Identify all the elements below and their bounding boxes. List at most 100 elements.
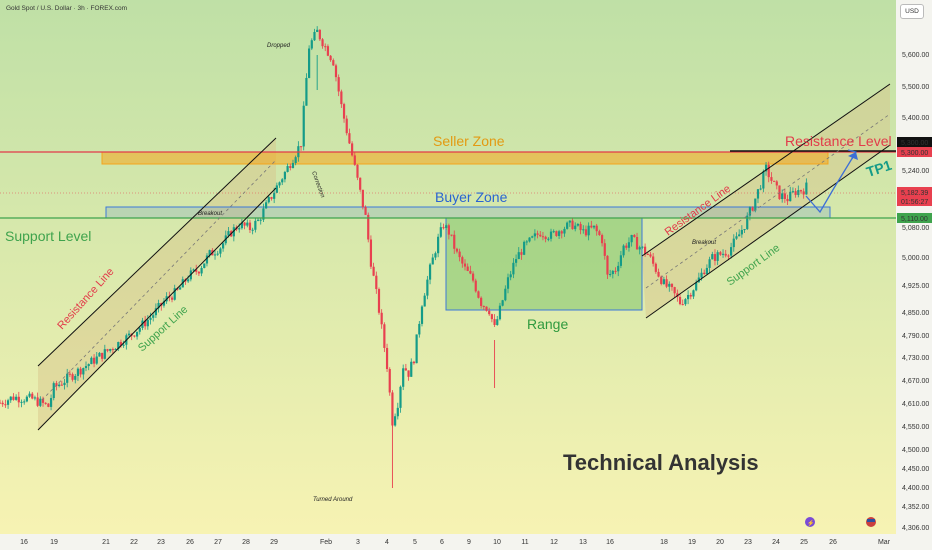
candle-body	[716, 252, 719, 261]
candle-body	[512, 262, 515, 275]
candle-body	[445, 225, 448, 228]
candle-body	[394, 416, 397, 426]
candle-body	[47, 403, 50, 407]
seller-zone-label: Seller Zone	[433, 133, 505, 149]
candle-body	[509, 274, 512, 278]
candle-body	[122, 344, 125, 346]
y-tick-label: 5,080.00	[902, 225, 929, 232]
candle-body	[87, 364, 90, 367]
candle-body	[649, 254, 652, 257]
candle-body	[574, 225, 577, 230]
candle-body	[738, 234, 741, 237]
lightning-icon[interactable]	[805, 517, 815, 527]
candle-body	[773, 180, 776, 182]
candle-body	[689, 294, 692, 297]
candle-body	[383, 324, 386, 348]
candle-body	[676, 293, 679, 297]
candle-body	[703, 272, 706, 275]
candle-body	[646, 254, 649, 256]
candle-body	[783, 193, 786, 199]
candle-body	[619, 255, 622, 266]
candle-body	[41, 398, 45, 403]
current-price-tag-bg	[897, 187, 932, 206]
candle-body	[79, 368, 82, 375]
candle-body	[281, 179, 284, 183]
candle-body	[262, 208, 265, 220]
candle-body	[187, 279, 190, 282]
candle-body	[308, 48, 311, 78]
x-tick-label: 12	[550, 539, 558, 546]
candle-body	[764, 164, 768, 172]
resistance-dup-tag-bg	[897, 147, 932, 157]
candle-body	[517, 252, 520, 260]
x-tick-label: 10	[493, 539, 501, 546]
candle-body	[415, 334, 418, 364]
candle-body	[520, 252, 523, 255]
candle-body	[678, 296, 682, 305]
candle-body	[531, 236, 534, 238]
flag-icon-stripe	[867, 519, 875, 522]
candle-body	[450, 234, 453, 236]
x-tick-label: 16	[20, 539, 28, 546]
currency-button[interactable]: USD	[900, 4, 924, 19]
candle-body	[571, 220, 574, 230]
x-tick-label: 4	[385, 539, 389, 546]
candle-body	[762, 171, 765, 189]
candle-body	[195, 269, 198, 272]
candle-body	[566, 222, 569, 229]
candle-body	[695, 282, 698, 291]
candle-body	[340, 91, 343, 105]
candle-body	[732, 238, 735, 248]
tp1-label: TP1	[864, 157, 894, 180]
candle-body	[711, 254, 714, 260]
turned-around-label: Turned Around	[313, 497, 353, 503]
candle-body	[31, 393, 34, 399]
resistance-tag-bg	[897, 137, 932, 147]
x-tick-label: 26	[186, 539, 194, 546]
candle-body	[700, 272, 703, 278]
candle-body	[544, 236, 547, 240]
candle-body	[367, 214, 370, 240]
candle-body	[15, 396, 18, 400]
candle-body	[178, 287, 182, 290]
candle-body	[205, 255, 209, 264]
candle-body	[480, 297, 483, 306]
candle-body	[302, 105, 305, 147]
candle-body	[342, 104, 346, 119]
candle-body	[359, 177, 362, 190]
candle-body	[106, 349, 109, 351]
candle-body	[227, 231, 230, 236]
candle-body	[39, 398, 42, 406]
candle-body	[1, 402, 4, 405]
candle-body	[442, 227, 445, 229]
candle-body	[299, 146, 303, 148]
left-resistance-line	[37, 137, 277, 367]
candle-body	[528, 237, 531, 242]
y-tick-label: 4,550.00	[902, 424, 929, 431]
candle-body	[501, 300, 504, 306]
candle-body	[221, 243, 225, 249]
candle-body	[337, 77, 340, 92]
projection-arrow-head-line	[847, 149, 857, 160]
y-tick-label: 5,400.00	[902, 115, 929, 122]
candle-body	[625, 245, 628, 248]
x-tick-label: 25	[800, 539, 808, 546]
candle-body	[453, 234, 456, 249]
candle-body	[90, 357, 93, 365]
candle-body	[133, 335, 136, 337]
candle-body	[68, 373, 71, 375]
candle-body	[270, 197, 273, 199]
x-tick-label: 22	[130, 539, 138, 546]
candle-body	[294, 157, 297, 163]
y-tick-label: 4,400.00	[902, 485, 929, 492]
candle-body	[805, 182, 808, 195]
candle-body	[455, 248, 459, 252]
candle-body	[20, 401, 23, 403]
candle-body	[598, 231, 601, 236]
candle-body	[705, 267, 709, 275]
candle-body	[686, 294, 690, 300]
candle-body	[552, 231, 555, 233]
candle-body	[334, 65, 338, 78]
candle-body	[348, 133, 351, 144]
